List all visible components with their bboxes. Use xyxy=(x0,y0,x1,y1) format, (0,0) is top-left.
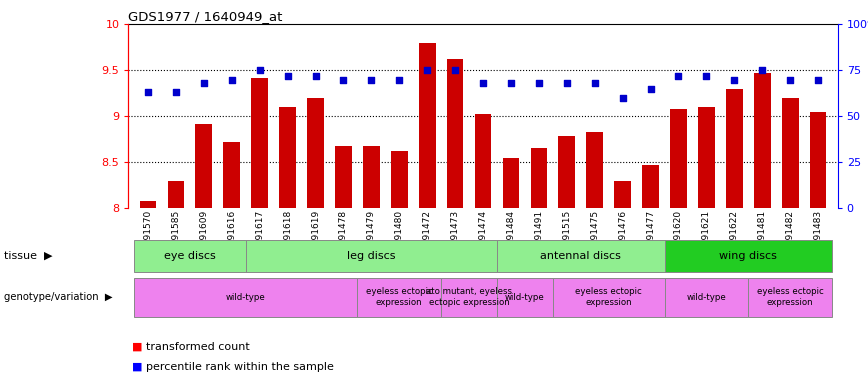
Bar xyxy=(134,278,358,317)
Bar xyxy=(168,180,184,208)
Bar xyxy=(335,146,352,208)
Point xyxy=(811,76,825,82)
Bar xyxy=(475,114,491,208)
Bar xyxy=(587,132,603,208)
Point xyxy=(253,68,266,74)
Text: tissue  ▶: tissue ▶ xyxy=(4,251,53,261)
Point xyxy=(560,80,574,86)
Point xyxy=(755,68,769,74)
Text: genotype/variation  ▶: genotype/variation ▶ xyxy=(4,292,113,302)
Bar xyxy=(558,136,575,208)
Text: eyeless ectopic
expression: eyeless ectopic expression xyxy=(575,288,642,307)
Bar xyxy=(782,98,799,208)
Point xyxy=(448,68,462,74)
Bar xyxy=(140,201,156,208)
Point xyxy=(365,76,378,82)
Point xyxy=(476,80,490,86)
Text: ato mutant, eyeless
ectopic expression: ato mutant, eyeless ectopic expression xyxy=(426,288,512,307)
Bar xyxy=(530,148,547,208)
Point xyxy=(280,73,294,79)
Bar xyxy=(497,240,665,272)
Bar xyxy=(553,278,665,317)
Bar xyxy=(246,240,497,272)
Bar xyxy=(391,151,408,208)
Point xyxy=(225,76,239,82)
Point xyxy=(169,89,183,95)
Bar xyxy=(698,107,714,208)
Bar xyxy=(307,98,324,208)
Bar xyxy=(279,107,296,208)
Text: eyeless ectopic
expression: eyeless ectopic expression xyxy=(366,288,432,307)
Bar xyxy=(252,78,268,208)
Bar xyxy=(754,73,771,208)
Text: percentile rank within the sample: percentile rank within the sample xyxy=(146,362,333,372)
Text: antennal discs: antennal discs xyxy=(540,251,621,261)
Point xyxy=(337,76,351,82)
Bar xyxy=(748,278,832,317)
Text: leg discs: leg discs xyxy=(347,251,396,261)
Bar xyxy=(665,240,832,272)
Point xyxy=(727,76,741,82)
Bar xyxy=(419,43,436,208)
Point xyxy=(504,80,518,86)
Point xyxy=(392,76,406,82)
Text: GDS1977 / 1640949_at: GDS1977 / 1640949_at xyxy=(128,10,283,23)
Point xyxy=(420,68,434,74)
Text: wild-type: wild-type xyxy=(226,292,266,302)
Bar xyxy=(223,142,240,208)
Point xyxy=(783,76,797,82)
Point xyxy=(141,89,155,95)
Bar xyxy=(441,278,497,317)
Bar xyxy=(503,158,519,208)
Text: transformed count: transformed count xyxy=(146,342,250,352)
Point xyxy=(672,73,686,79)
Point xyxy=(309,73,323,79)
Bar xyxy=(670,109,687,208)
Bar xyxy=(726,88,743,208)
Bar xyxy=(195,124,212,208)
Text: eye discs: eye discs xyxy=(164,251,216,261)
Bar xyxy=(615,180,631,208)
Bar xyxy=(134,240,246,272)
Bar xyxy=(810,112,826,208)
Point xyxy=(643,86,657,92)
Text: eyeless ectopic
expression: eyeless ectopic expression xyxy=(757,288,824,307)
Bar xyxy=(642,165,659,208)
Point xyxy=(532,80,546,86)
Point xyxy=(700,73,713,79)
Bar xyxy=(447,59,464,208)
Text: wing discs: wing discs xyxy=(720,251,777,261)
Point xyxy=(615,95,629,101)
Bar xyxy=(665,278,748,317)
Text: wild-type: wild-type xyxy=(505,292,545,302)
Bar xyxy=(497,278,553,317)
Point xyxy=(588,80,602,86)
Bar xyxy=(358,278,441,317)
Text: ■: ■ xyxy=(132,342,142,352)
Text: wild-type: wild-type xyxy=(687,292,727,302)
Text: ■: ■ xyxy=(132,362,142,372)
Bar xyxy=(363,146,379,208)
Point xyxy=(197,80,211,86)
